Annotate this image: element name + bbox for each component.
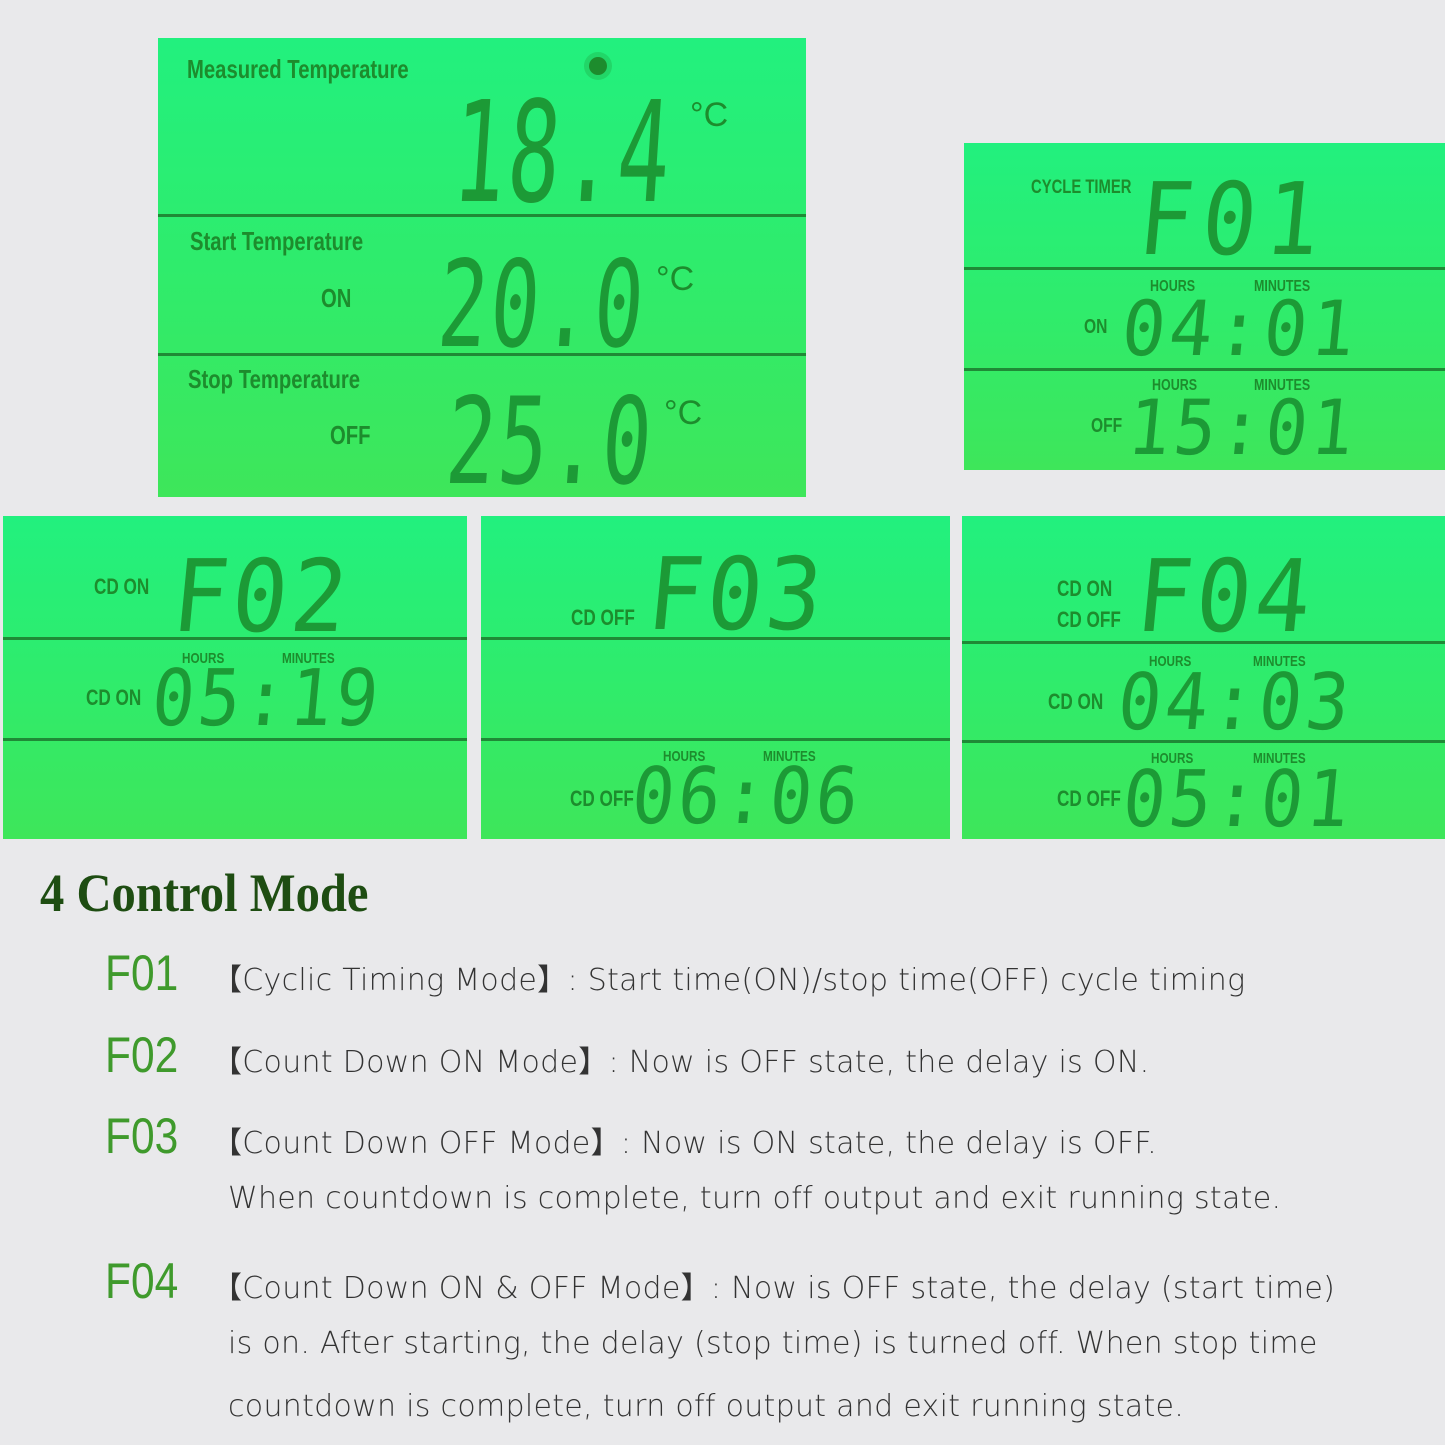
mode-code-f04: F04 bbox=[105, 1253, 179, 1309]
measured-temperature-label: Measured Temperature bbox=[187, 54, 409, 84]
cd-on-time-value: 04:03 bbox=[1113, 658, 1358, 748]
hours-label: HOURS bbox=[663, 748, 706, 765]
f02-lcd-panel: CD ON F02 HOURS MINUTES CD ON 05:19 bbox=[3, 516, 467, 839]
divider bbox=[3, 637, 467, 640]
minutes-label: MINUTES bbox=[282, 650, 335, 667]
minutes-label: MINUTES bbox=[1253, 750, 1306, 767]
unit-celsius: °C bbox=[690, 96, 729, 134]
cd-on-time-value: 05:19 bbox=[148, 654, 386, 744]
hours-label: HOURS bbox=[182, 650, 225, 667]
mode-code-f03: F03 bbox=[105, 1108, 179, 1164]
minutes-label: MINUTES bbox=[763, 748, 816, 765]
cd-on-row-label: CD ON bbox=[1048, 689, 1104, 714]
mode-description: 【Cyclic Timing Mode】: Start time(ON)/sto… bbox=[212, 963, 1246, 998]
stop-temperature-value: 25.0 bbox=[441, 373, 660, 497]
f04-lcd-panel: CD ON CD OFF F04 HOURS MINUTES CD ON 04:… bbox=[962, 516, 1445, 839]
hours-label: HOURS bbox=[1150, 278, 1196, 295]
measured-temperature-value: 18.4 bbox=[448, 72, 678, 235]
mode-description: 【Count Down ON & OFF Mode】: Now is OFF s… bbox=[212, 1271, 1336, 1306]
cycle-timer-label: CYCLE TIMER bbox=[1031, 177, 1132, 198]
mode-code: F01 bbox=[1133, 161, 1335, 278]
mode-code-f02: F02 bbox=[105, 1027, 179, 1083]
temperature-lcd-panel: Measured Temperature 18.4 °C Start Tempe… bbox=[158, 38, 806, 497]
unit-celsius: °C bbox=[664, 394, 703, 432]
divider bbox=[962, 740, 1445, 743]
start-state-on: ON bbox=[321, 283, 352, 313]
hours-label: HOURS bbox=[1152, 377, 1198, 394]
on-label: ON bbox=[1084, 316, 1108, 338]
minutes-label: MINUTES bbox=[1254, 278, 1311, 295]
mode-description: 【Count Down ON Mode】: Now is OFF state, … bbox=[212, 1045, 1150, 1080]
mode-description-cont: is on. After starting, the delay (stop t… bbox=[228, 1326, 1318, 1361]
divider bbox=[481, 738, 950, 741]
divider bbox=[962, 641, 1445, 644]
section-title: 4 Control Mode bbox=[40, 863, 369, 923]
hours-label: HOURS bbox=[1151, 750, 1194, 767]
mode-code: F03 bbox=[642, 536, 832, 653]
start-temperature-label: Start Temperature bbox=[190, 226, 364, 256]
cd-off-label: CD OFF bbox=[571, 605, 635, 630]
f03-lcd-panel: CD OFF F03 HOURS MINUTES CD OFF 06:06 bbox=[481, 516, 950, 839]
cd-off-time-value: 06:06 bbox=[628, 752, 866, 839]
on-time-value: 04:01 bbox=[1117, 284, 1364, 373]
cd-off-row-label: CD OFF bbox=[570, 786, 634, 811]
cd-on-label: CD ON bbox=[94, 574, 150, 599]
divider bbox=[158, 353, 806, 356]
divider bbox=[964, 267, 1445, 270]
minutes-label: MINUTES bbox=[1253, 653, 1306, 670]
minutes-label: MINUTES bbox=[1254, 377, 1311, 394]
off-time-value: 15:01 bbox=[1124, 383, 1362, 470]
mode-code: F04 bbox=[1131, 538, 1321, 655]
mode-code: F02 bbox=[167, 538, 357, 655]
cd-off-label: CD OFF bbox=[1057, 607, 1121, 632]
cd-on-row-label: CD ON bbox=[86, 685, 142, 710]
mode-description-cont: When countdown is complete, turn off out… bbox=[228, 1181, 1282, 1216]
mode-description: 【Count Down OFF Mode】: Now is ON state, … bbox=[212, 1126, 1157, 1161]
mode-description-cont: countdown is complete, turn off output a… bbox=[228, 1389, 1185, 1424]
cd-on-label: CD ON bbox=[1057, 576, 1113, 601]
divider bbox=[964, 368, 1445, 371]
cd-off-time-value: 05:01 bbox=[1119, 755, 1357, 839]
hours-label: HOURS bbox=[1149, 653, 1192, 670]
stop-state-off: OFF bbox=[330, 420, 371, 450]
f01-lcd-panel: CYCLE TIMER F01 HOURS MINUTES ON 04:01 H… bbox=[964, 143, 1445, 470]
unit-celsius: °C bbox=[656, 260, 695, 298]
start-temperature-value: 20.0 bbox=[433, 236, 652, 375]
divider bbox=[3, 738, 467, 741]
off-label: OFF bbox=[1091, 415, 1123, 437]
divider bbox=[481, 637, 950, 640]
stop-temperature-label: Stop Temperature bbox=[188, 364, 361, 394]
divider bbox=[158, 214, 806, 217]
sun-icon bbox=[589, 57, 607, 75]
cd-off-row-label: CD OFF bbox=[1057, 786, 1121, 811]
mode-code-f01: F01 bbox=[105, 945, 179, 1001]
